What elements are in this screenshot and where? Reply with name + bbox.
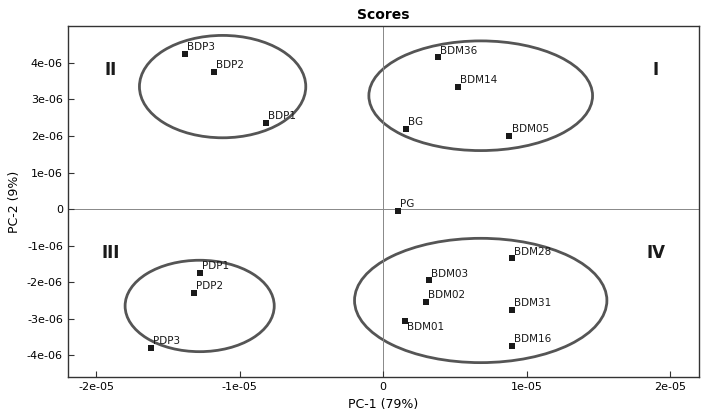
Text: BDP2: BDP2 xyxy=(216,60,244,70)
Text: III: III xyxy=(102,244,120,262)
Text: BG: BG xyxy=(409,117,423,127)
Text: BDP1: BDP1 xyxy=(268,111,296,122)
Text: BDM05: BDM05 xyxy=(512,124,549,134)
Text: II: II xyxy=(105,61,117,79)
Text: BDM03: BDM03 xyxy=(431,269,468,279)
Text: BDM36: BDM36 xyxy=(440,46,477,56)
Y-axis label: PC-2 (9%): PC-2 (9%) xyxy=(8,171,21,233)
Title: Scores: Scores xyxy=(357,8,409,22)
Text: BDM02: BDM02 xyxy=(428,290,465,300)
Text: BDM31: BDM31 xyxy=(515,298,551,308)
Text: BDM01: BDM01 xyxy=(407,322,444,332)
Text: I: I xyxy=(653,61,659,79)
Text: BDM14: BDM14 xyxy=(460,75,497,85)
Text: BDM28: BDM28 xyxy=(515,247,551,256)
Text: BDP3: BDP3 xyxy=(187,42,216,52)
Text: PDP2: PDP2 xyxy=(196,281,223,291)
Text: BDM16: BDM16 xyxy=(515,334,551,344)
Text: PDP3: PDP3 xyxy=(153,336,180,346)
Text: PG: PG xyxy=(399,199,414,209)
X-axis label: PC-1 (79%): PC-1 (79%) xyxy=(348,398,419,411)
Text: IV: IV xyxy=(646,244,665,262)
Text: PDP1: PDP1 xyxy=(201,261,229,271)
